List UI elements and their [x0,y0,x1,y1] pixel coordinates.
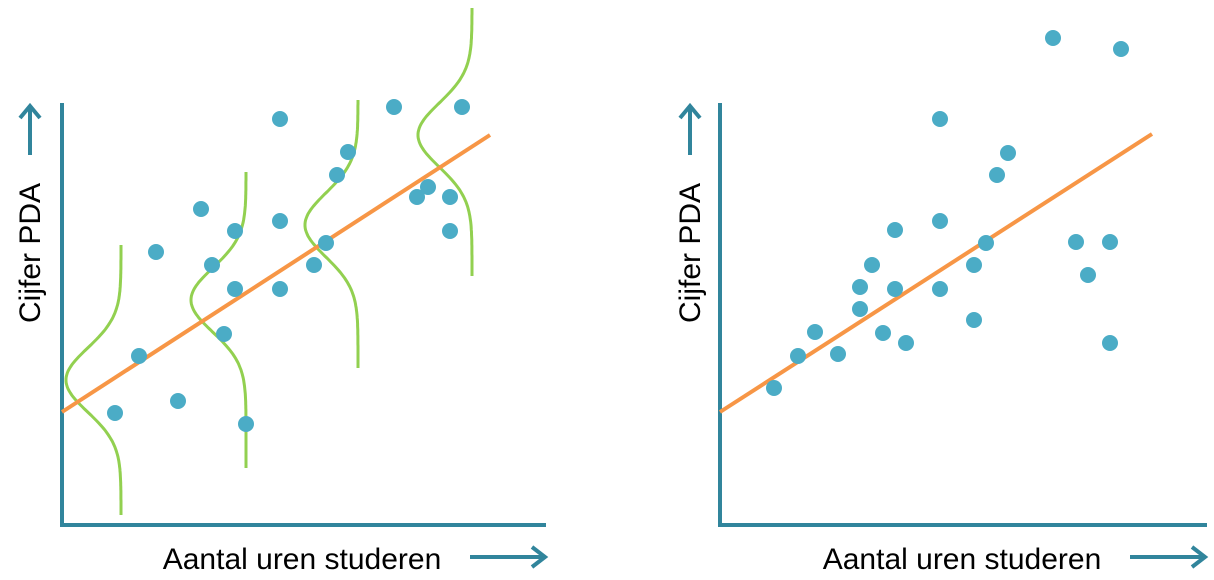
data-point [227,223,243,239]
data-point [766,380,782,396]
data-point [340,144,356,160]
data-point [272,213,288,229]
data-point [852,301,868,317]
data-point [1000,145,1016,161]
data-point [875,325,891,341]
data-point [1080,267,1096,283]
data-point [272,281,288,297]
data-point [306,257,322,273]
data-point [932,213,948,229]
data-point [989,167,1005,183]
data-point [148,244,164,260]
data-point [790,348,806,364]
data-point [227,281,243,297]
data-point [966,312,982,328]
data-point [131,348,147,364]
data-point [238,416,254,432]
data-point [932,281,948,297]
regression-line [718,132,1154,414]
data-point [1113,41,1129,57]
data-point [272,111,288,127]
data-point [318,235,334,251]
data-point [978,235,994,251]
left-panel: Cijfer PDA Aantal uren studeren [14,8,549,576]
data-point [216,326,232,342]
y-axis-label: Cijfer PDA [674,183,707,323]
data-point [852,279,868,295]
data-point [1102,234,1118,250]
axes [718,103,1207,527]
data-point [898,335,914,351]
data-point [454,99,470,115]
data-point [932,111,948,127]
distribution-curve [64,245,123,515]
data-point [807,324,823,340]
data-point [442,223,458,239]
axes [60,103,546,527]
data-point [864,257,880,273]
y-arrow [18,102,42,155]
distribution-curve [303,100,360,368]
data-point [409,189,425,205]
x-arrow [1130,545,1209,569]
distribution-curve [416,8,474,276]
data-point [1045,30,1061,46]
data-point [420,179,436,195]
data-point [830,346,846,362]
data-point [170,393,186,409]
data-point [107,405,123,421]
x-axis-label: Aantal uren studeren [163,543,442,576]
data-point [329,167,345,183]
data-point [204,257,220,273]
data-point [442,189,458,205]
data-point [1068,234,1084,250]
regression-line [60,133,492,414]
x-arrow [470,545,549,569]
right-panel: Cijfer PDA Aantal uren studeren [674,30,1209,576]
data-point [887,222,903,238]
x-axis-label: Aantal uren studeren [823,543,1102,576]
data-point [887,281,903,297]
data-point [193,201,209,217]
data-point [1102,335,1118,351]
y-arrow [678,102,702,155]
data-point [966,257,982,273]
data-point [386,99,402,115]
y-axis-label: Cijfer PDA [14,183,47,323]
